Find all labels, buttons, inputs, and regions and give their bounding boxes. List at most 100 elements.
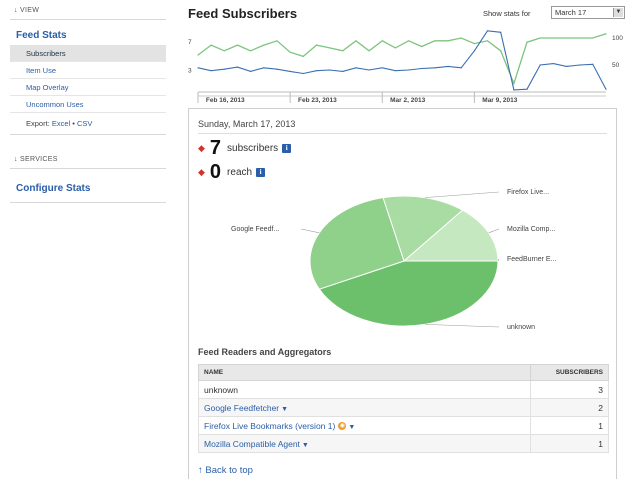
data-point	[329, 69, 331, 71]
table-row: unknown 3	[198, 380, 609, 399]
export-row: Export: Excel • CSV	[10, 113, 166, 135]
data-point	[276, 40, 278, 42]
reader-name: unknown	[204, 384, 239, 395]
caret-down-icon[interactable]: ▼	[348, 423, 356, 431]
pie-leader-line	[497, 258, 500, 262]
data-point	[486, 40, 489, 42]
data-point	[381, 67, 383, 69]
feed-icon[interactable]: ◉	[338, 422, 347, 431]
data-point	[315, 44, 318, 46]
x-tick-label: Feb 16, 2013	[206, 97, 245, 104]
sidebar-item-map-overlay[interactable]: Map Overlay	[10, 79, 166, 96]
table-row: Firefox Live Bookmarks (version 1) ◉ ▼ 1	[198, 416, 609, 435]
export-excel-link[interactable]: Excel	[51, 119, 71, 128]
table-header-row: NAME SUBSCRIBERS	[198, 364, 609, 381]
data-point	[342, 70, 344, 72]
detail-panel: Sunday, March 17, 2013 ◆ 7 subscribers i…	[188, 108, 617, 479]
y2-tick-label: 50	[612, 62, 620, 69]
data-point	[592, 63, 594, 65]
data-point	[407, 40, 410, 42]
reader-count: 3	[530, 380, 609, 399]
readers-section-title: Feed Readers and Aggregators	[198, 347, 332, 357]
table-row: Mozilla Compatible Agent ▼ 1	[198, 434, 609, 453]
caret-down-icon[interactable]: ▼	[281, 405, 289, 413]
reader-count: 1	[530, 416, 609, 435]
view-section-header[interactable]: ↓ VIEW	[10, 0, 166, 20]
data-point	[473, 43, 475, 45]
sidebar-item-item-use[interactable]: Item Use	[10, 62, 166, 79]
data-point	[460, 37, 462, 39]
back-to-top-link[interactable]: ↑ Back to top	[198, 465, 253, 476]
y2-tick-label: 100	[612, 35, 623, 42]
reach-series-line	[197, 33, 607, 86]
reach-metric: ◆ 0 reach i	[198, 161, 266, 184]
data-point	[355, 67, 357, 69]
data-point	[236, 44, 239, 46]
data-point	[579, 37, 581, 39]
pie-slice[interactable]	[402, 209, 499, 262]
x-tick-label: Feb 23, 2013	[298, 97, 337, 104]
column-header-subscribers[interactable]: SUBSCRIBERS	[530, 364, 609, 381]
services-section-header[interactable]: ↓ SERVICES	[10, 149, 166, 169]
data-point	[355, 40, 357, 42]
y-tick-label: 3	[188, 68, 192, 75]
data-point	[513, 89, 515, 91]
reader-name-link[interactable]: Firefox Live Bookmarks (version 1)	[204, 420, 336, 431]
caret-down-icon[interactable]: ▼	[301, 441, 309, 449]
export-csv-link[interactable]: CSV	[77, 119, 93, 128]
data-point	[342, 50, 344, 52]
pie-leader-line	[424, 191, 500, 198]
data-point	[565, 65, 568, 67]
reader-count: 1	[530, 434, 609, 453]
data-point	[539, 37, 541, 39]
detail-date: Sunday, March 17, 2013	[198, 119, 296, 129]
data-point	[236, 66, 239, 68]
sidebar: ↓ VIEW Feed Stats Subscribers Item Use M…	[10, 0, 166, 203]
data-point	[605, 33, 607, 35]
x-tick-label: Mar 9, 2013	[482, 97, 517, 104]
pie-slice[interactable]	[309, 197, 405, 290]
data-point	[289, 51, 291, 53]
pie-slice[interactable]	[318, 260, 499, 327]
column-header-name[interactable]: NAME	[198, 364, 531, 381]
pie-leader-line	[300, 228, 320, 234]
export-label: Export:	[26, 119, 50, 128]
data-point	[552, 62, 554, 65]
sidebar-item-uncommon-uses[interactable]: Uncommon Uses	[10, 96, 166, 113]
data-point	[250, 70, 252, 72]
sidebar-item-subscribers[interactable]: Subscribers	[10, 45, 166, 62]
bullet-icon: ◆	[198, 167, 205, 177]
data-point	[302, 55, 304, 58]
info-icon[interactable]: i	[282, 144, 292, 153]
reader-name-link[interactable]: Google Feedfetcher	[204, 402, 280, 413]
reader-name-link[interactable]: Mozilla Compatible Agent	[204, 438, 300, 449]
data-point	[368, 69, 370, 71]
reader-count: 2	[530, 398, 609, 417]
data-point	[368, 50, 370, 52]
feed-stats-link[interactable]: Feed Stats	[16, 30, 67, 41]
date-select[interactable]: March 17 ▼	[551, 6, 625, 19]
subscribers-line-chart: 7 3 100 50 Feb 16, 2013 Feb 23, 2013 Mar 2, 20…	[188, 30, 623, 104]
data-point	[407, 69, 410, 71]
data-point	[263, 67, 265, 69]
data-point	[210, 70, 212, 72]
pie-label: Firefox Live...	[507, 189, 549, 196]
data-point	[197, 67, 199, 69]
info-icon[interactable]: i	[256, 168, 266, 177]
data-point	[447, 40, 449, 42]
data-point	[434, 40, 436, 42]
pie-slice[interactable]	[382, 195, 464, 262]
pie-label: Mozilla Comp...	[507, 226, 555, 233]
configure-stats-link[interactable]: Configure Stats	[10, 169, 166, 203]
data-point	[223, 50, 225, 52]
chevron-down-icon: ▼	[613, 8, 623, 17]
data-point	[500, 50, 502, 52]
data-point	[513, 82, 515, 85]
pie-leader-line	[488, 228, 500, 234]
reach-count: 0	[209, 161, 222, 183]
data-point	[394, 70, 397, 72]
data-point	[329, 47, 331, 49]
data-point	[579, 64, 581, 66]
readers-pie-chart: unknown Google Feedf... Firefox Live... Moz…	[231, 189, 556, 331]
data-point	[592, 37, 594, 39]
